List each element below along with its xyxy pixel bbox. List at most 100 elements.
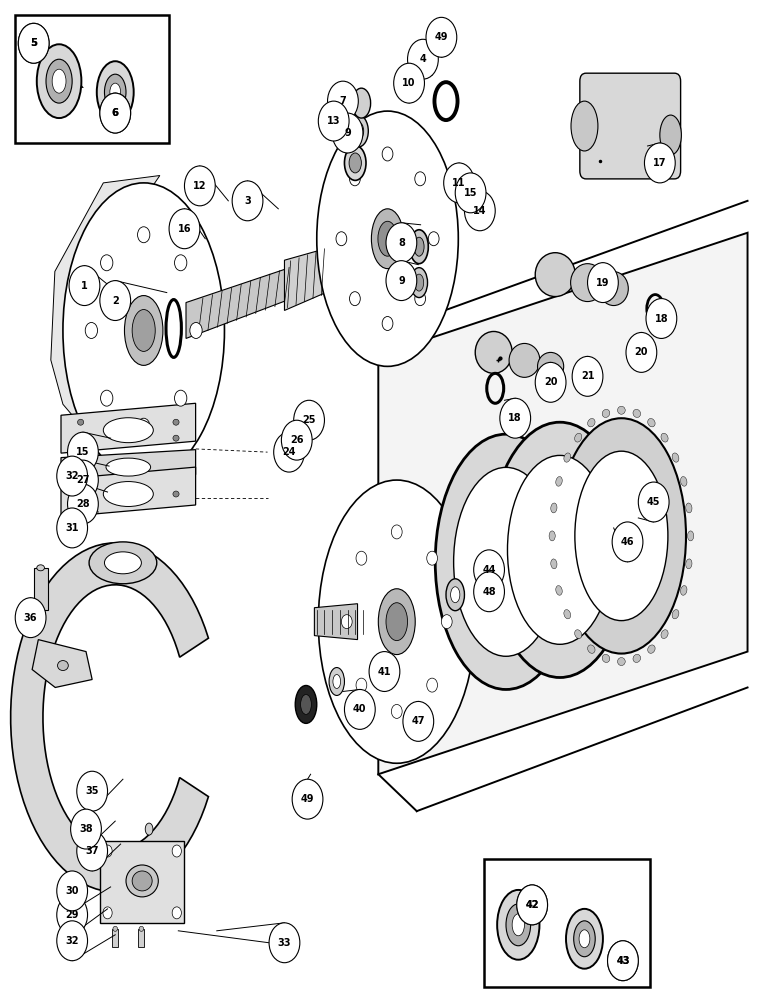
Circle shape [638, 482, 669, 522]
Circle shape [57, 921, 87, 961]
Circle shape [15, 598, 46, 638]
Ellipse shape [556, 586, 562, 595]
Circle shape [499, 398, 530, 438]
Bar [450, 174, 479, 192]
Text: 42: 42 [526, 900, 539, 910]
Ellipse shape [58, 661, 68, 671]
Ellipse shape [349, 153, 361, 173]
Circle shape [382, 317, 393, 330]
Ellipse shape [509, 343, 540, 377]
Ellipse shape [550, 559, 557, 569]
Circle shape [391, 525, 402, 539]
Circle shape [67, 460, 98, 500]
Ellipse shape [77, 491, 83, 497]
Bar [15, 15, 169, 143]
Circle shape [103, 845, 112, 857]
Ellipse shape [571, 264, 604, 302]
Text: 49: 49 [301, 794, 314, 804]
Text: 25: 25 [303, 415, 316, 425]
Ellipse shape [411, 268, 428, 298]
Ellipse shape [103, 482, 154, 506]
Polygon shape [314, 604, 357, 640]
Text: 45: 45 [647, 497, 660, 507]
Circle shape [174, 255, 187, 271]
Ellipse shape [550, 503, 557, 513]
Text: 43: 43 [616, 956, 630, 966]
Polygon shape [378, 233, 747, 774]
Ellipse shape [574, 433, 582, 442]
Circle shape [100, 93, 130, 133]
Ellipse shape [333, 675, 340, 688]
Ellipse shape [648, 418, 655, 427]
Bar [462, 191, 492, 209]
Circle shape [100, 255, 113, 271]
Circle shape [350, 292, 361, 306]
Ellipse shape [132, 310, 155, 351]
Circle shape [100, 93, 130, 133]
Ellipse shape [661, 433, 668, 442]
Circle shape [57, 895, 87, 935]
Text: 35: 35 [86, 786, 99, 796]
Circle shape [70, 809, 101, 849]
Ellipse shape [63, 183, 225, 478]
Polygon shape [32, 640, 92, 687]
Circle shape [281, 420, 312, 460]
Circle shape [386, 261, 417, 301]
Circle shape [455, 173, 486, 213]
Ellipse shape [599, 272, 628, 306]
Text: 46: 46 [621, 537, 635, 547]
Ellipse shape [660, 115, 682, 155]
Circle shape [386, 223, 417, 263]
Polygon shape [284, 247, 332, 310]
Circle shape [318, 101, 349, 141]
Text: 36: 36 [24, 613, 37, 623]
Bar [485, 859, 650, 987]
Circle shape [100, 390, 113, 406]
Text: 26: 26 [290, 435, 303, 445]
Circle shape [535, 362, 566, 402]
Circle shape [428, 232, 439, 246]
Ellipse shape [507, 455, 612, 644]
Circle shape [76, 831, 107, 871]
Ellipse shape [672, 610, 679, 619]
Circle shape [608, 941, 638, 981]
Text: 44: 44 [482, 565, 496, 575]
Ellipse shape [113, 926, 117, 931]
Circle shape [427, 551, 438, 565]
Circle shape [626, 332, 657, 372]
Circle shape [415, 292, 425, 306]
Ellipse shape [686, 559, 692, 569]
Ellipse shape [317, 111, 459, 366]
Ellipse shape [173, 419, 179, 425]
Ellipse shape [557, 418, 686, 654]
Text: 19: 19 [596, 278, 610, 288]
Ellipse shape [295, 685, 317, 723]
Circle shape [100, 281, 130, 321]
Ellipse shape [371, 209, 404, 269]
Ellipse shape [571, 101, 598, 151]
Circle shape [76, 771, 107, 811]
Ellipse shape [497, 890, 540, 960]
Text: 5: 5 [30, 38, 37, 48]
Circle shape [394, 63, 425, 103]
Ellipse shape [579, 930, 590, 948]
Ellipse shape [535, 253, 575, 297]
Ellipse shape [145, 823, 153, 835]
Text: 42: 42 [526, 900, 539, 910]
Circle shape [444, 163, 475, 203]
Text: 6: 6 [112, 108, 119, 118]
Ellipse shape [89, 542, 157, 584]
Text: 12: 12 [193, 181, 207, 191]
Circle shape [415, 172, 425, 186]
Polygon shape [61, 450, 195, 483]
Ellipse shape [344, 145, 366, 180]
Circle shape [608, 941, 638, 981]
Text: 24: 24 [283, 447, 296, 457]
Polygon shape [61, 403, 195, 453]
Ellipse shape [410, 230, 428, 264]
Ellipse shape [386, 603, 408, 641]
Circle shape [426, 17, 457, 57]
Text: 17: 17 [653, 158, 666, 168]
Text: 28: 28 [76, 499, 90, 509]
Text: 48: 48 [482, 587, 496, 597]
